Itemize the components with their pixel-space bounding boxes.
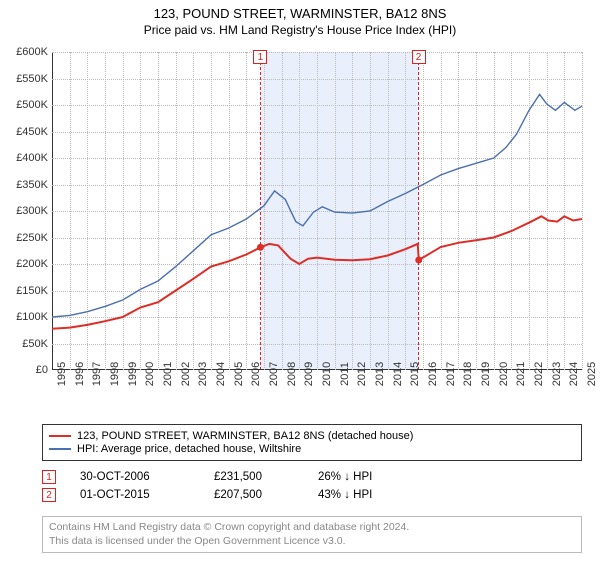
sale-row: 1 30-OCT-2006 £231,500 26% ↓ HPI [42, 470, 418, 484]
y-axis-label: £500K [16, 99, 48, 111]
sale-diff: 43% ↓ HPI [318, 489, 418, 501]
chart-area: £0£50K£100K£150K£200K£250K£300K£350K£400… [52, 52, 582, 370]
y-axis-label: £450K [16, 126, 48, 138]
y-axis-label: £400K [16, 152, 48, 164]
x-axis-label: 2025 [586, 362, 598, 386]
chart-svg [52, 52, 582, 370]
sale-date: 01-OCT-2015 [80, 489, 190, 501]
y-axis-label: £350K [16, 179, 48, 191]
legend-row: HPI: Average price, detached house, Wilt… [49, 443, 575, 455]
legend-row: 123, POUND STREET, WARMINSTER, BA12 8NS … [49, 430, 575, 442]
sale-diff: 26% ↓ HPI [318, 471, 418, 483]
y-axis-label: £550K [16, 73, 48, 85]
chart-subtitle: Price paid vs. HM Land Registry's House … [0, 23, 600, 37]
y-axis-label: £250K [16, 232, 48, 244]
series-line [52, 94, 582, 317]
sale-badge: 1 [42, 470, 56, 484]
sale-point [257, 244, 264, 251]
legend: 123, POUND STREET, WARMINSTER, BA12 8NS … [42, 424, 582, 461]
legend-label: 123, POUND STREET, WARMINSTER, BA12 8NS … [77, 430, 413, 442]
chart-title: 123, POUND STREET, WARMINSTER, BA12 8NS [0, 6, 600, 21]
footer-line: Contains HM Land Registry data © Crown c… [49, 521, 575, 535]
series-line [52, 216, 582, 328]
legend-label: HPI: Average price, detached house, Wilt… [77, 443, 301, 455]
sale-price: £207,500 [214, 489, 294, 501]
y-axis-label: £0 [36, 364, 48, 376]
sale-date: 30-OCT-2006 [80, 471, 190, 483]
y-axis-label: £50K [22, 338, 48, 350]
y-axis-label: £300K [16, 205, 48, 217]
y-axis-label: £200K [16, 258, 48, 270]
legend-swatch [49, 448, 71, 450]
legend-swatch [49, 435, 71, 437]
sale-row: 2 01-OCT-2015 £207,500 43% ↓ HPI [42, 488, 418, 502]
gridline-v [582, 52, 583, 370]
y-axis-label: £100K [16, 311, 48, 323]
y-axis-label: £150K [16, 285, 48, 297]
sale-point [415, 257, 422, 264]
sale-price: £231,500 [214, 471, 294, 483]
y-axis-label: £600K [16, 46, 48, 58]
footer-line: This data is licensed under the Open Gov… [49, 535, 575, 549]
sale-badge: 2 [42, 488, 56, 502]
footer-attribution: Contains HM Land Registry data © Crown c… [42, 516, 582, 553]
sales-table: 1 30-OCT-2006 £231,500 26% ↓ HPI 2 01-OCT-201… [42, 466, 418, 506]
